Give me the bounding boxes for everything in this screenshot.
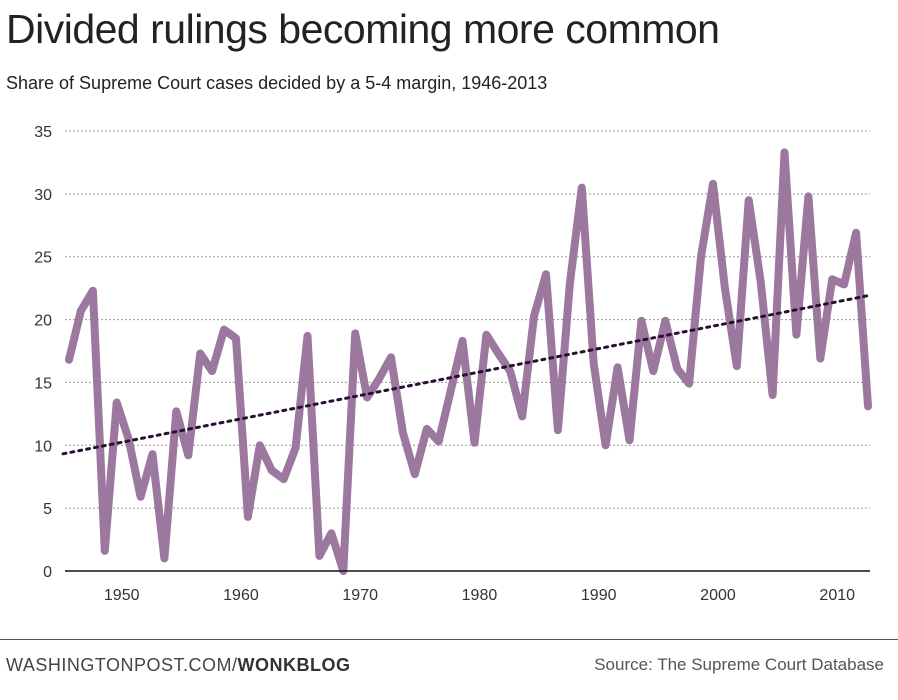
- x-tick-label: 1950: [104, 587, 140, 604]
- x-tick-label: 1970: [342, 587, 378, 604]
- footer-divider: [0, 639, 898, 640]
- x-tick-label: 1980: [462, 587, 498, 604]
- y-tick-label: 0: [43, 564, 52, 581]
- x-tick-label: 1990: [581, 587, 617, 604]
- y-tick-label: 30: [34, 187, 52, 204]
- y-tick-label: 5: [43, 501, 52, 518]
- y-tick-label: 20: [34, 313, 52, 330]
- trend-line: [61, 294, 870, 456]
- x-tick-label: 2010: [819, 587, 855, 604]
- brand-prefix: WASHINGTONPOST.COM/: [6, 655, 238, 675]
- y-tick-label: 25: [34, 250, 52, 267]
- chart-title: Divided rulings becoming more common: [6, 6, 720, 52]
- line-chart: 0 5 10 15 20 25 30 35 1950 1960 1970 1980 1990 2000 20…: [34, 124, 872, 604]
- y-tick-label: 15: [34, 375, 52, 392]
- brand-section: WONKBLOG: [237, 655, 351, 675]
- y-tick-label: 10: [34, 438, 52, 455]
- source-note: Source: The Supreme Court Database: [594, 655, 884, 674]
- chart-subtitle: Share of Supreme Court cases decided by …: [6, 73, 548, 93]
- x-tick-label: 1960: [223, 587, 259, 604]
- x-tick-label: 2000: [700, 587, 736, 604]
- y-tick-label: 35: [34, 124, 52, 141]
- brand-logo: WASHINGTONPOST.COM/WONKBLOG: [6, 655, 351, 676]
- series-line: [65, 148, 872, 575]
